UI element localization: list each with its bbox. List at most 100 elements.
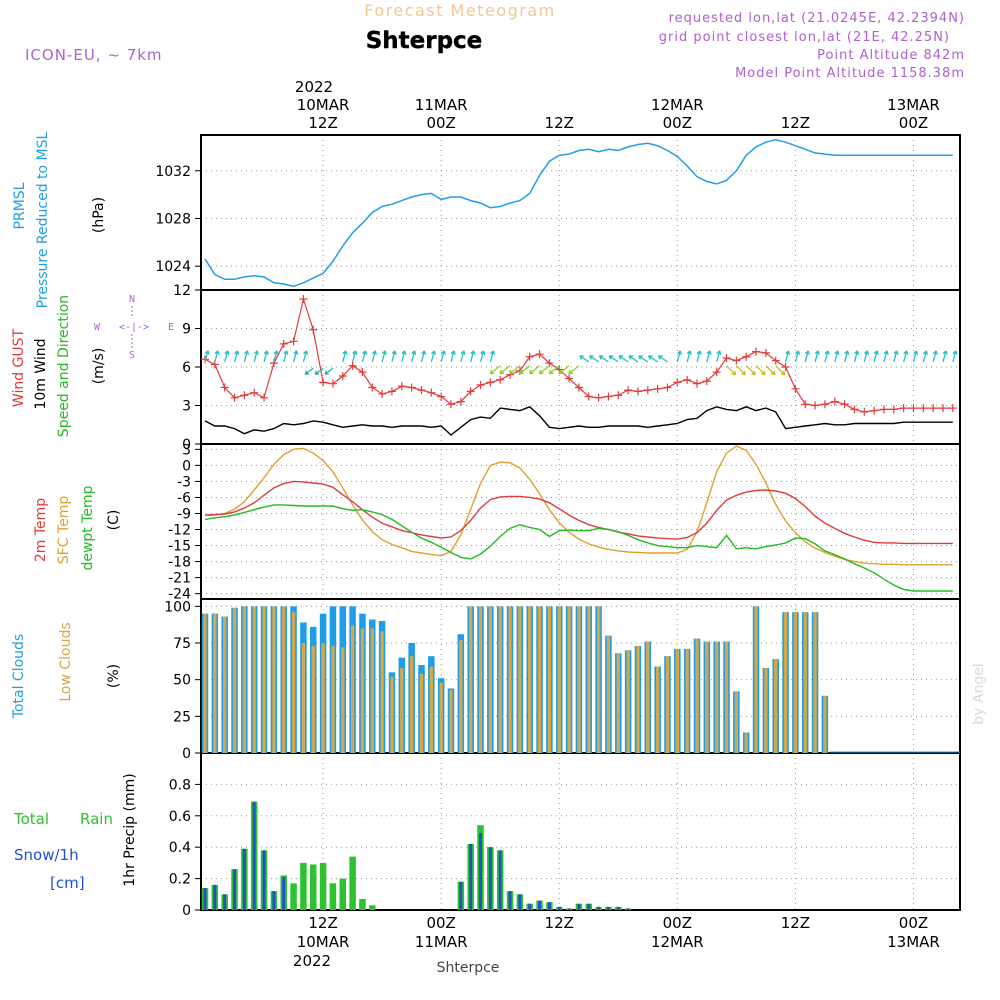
gust-marker (201, 355, 209, 364)
wind-arrow (863, 350, 868, 363)
svg-text:W: W (94, 322, 101, 333)
snow-bar (597, 906, 601, 910)
wind-arrowhead (628, 355, 633, 360)
snow-bar (223, 894, 227, 910)
gust-marker (476, 380, 485, 389)
cloud-unit: (%) (106, 664, 122, 688)
gust-marker (447, 400, 455, 409)
top-hour-label: 00Z (663, 114, 692, 132)
snow-bar (498, 850, 502, 910)
wind-arrowhead (381, 350, 387, 355)
low-cloud-bar (734, 691, 739, 753)
wind-arrow (814, 350, 819, 363)
panel3-labels: 2m Temp SFC Temp dewpt Temp (C) (33, 485, 122, 570)
wind-arrowhead (922, 350, 929, 355)
wind-arrow (599, 355, 609, 363)
low-cloud-bar (724, 641, 729, 753)
gust-marker (840, 400, 849, 409)
wind-arrow (304, 367, 314, 375)
t2m-line (204, 480, 953, 545)
low-cloud-bar (547, 606, 552, 753)
gust-marker (456, 397, 465, 406)
low-cloud-bar (508, 606, 512, 753)
snow-bar (252, 801, 256, 910)
snow-bar (626, 908, 630, 910)
gust-marker (919, 404, 928, 413)
wind-arrow (883, 350, 888, 363)
wind-arrowhead (598, 355, 604, 360)
wind-arrow (843, 350, 849, 363)
snow-bar (242, 848, 246, 910)
wind-arrow (618, 355, 629, 363)
wind-arrow (314, 367, 324, 375)
gust-marker (781, 363, 790, 371)
wind-arrowhead (391, 350, 397, 355)
pressure-unit: (hPa) (91, 197, 107, 233)
bottom-year-label: 2022 (293, 952, 331, 970)
wind-arrow (912, 350, 918, 363)
low-cloud-bar (321, 643, 325, 753)
bottom-hour-label: 00Z (663, 914, 692, 932)
wind-arrowhead (942, 350, 948, 355)
low-cloud-bar (596, 606, 601, 753)
y-tick-label: 0 (182, 437, 191, 453)
gust-marker (279, 339, 288, 348)
wind-arrow (351, 350, 357, 363)
wind-arrowhead (430, 350, 437, 355)
gust-marker (407, 383, 416, 392)
compass-icon: N S W E <-|-> (94, 294, 174, 361)
wind-arrowhead (490, 350, 496, 355)
wind-arrowhead (618, 355, 624, 360)
wind-arrowhead (716, 350, 722, 355)
low-cloud-bar (783, 612, 788, 753)
low-cloud-bar (272, 606, 276, 753)
low-cloud-bar (252, 606, 256, 753)
wind-arrowhead (470, 350, 476, 355)
gust-marker (565, 374, 574, 383)
y-tick-label: 0 (182, 746, 191, 762)
gust-marker (594, 393, 603, 402)
total-label: Total (13, 810, 49, 828)
low-cloud-bar (459, 640, 463, 753)
gust-marker (693, 379, 701, 388)
bottom-hour-label: 00Z (426, 914, 455, 932)
low-cloud-bar (390, 676, 394, 753)
low-cloud-bar (626, 650, 630, 753)
y-tick-label: 1028 (155, 211, 191, 227)
gust-marker (899, 404, 908, 413)
wind-arrow (538, 365, 550, 375)
wind-arrow (952, 350, 957, 363)
low-cloud-bar (655, 666, 660, 753)
wind-arrow (401, 350, 406, 363)
y-tick-label: -6 (177, 490, 191, 506)
gust-marker (643, 386, 652, 395)
y-tick-label: -15 (168, 539, 191, 555)
wind-arrow (726, 365, 736, 376)
snow-bar (557, 906, 561, 910)
wind-arrow (263, 350, 268, 363)
t2m-label: 2m Temp (33, 498, 49, 562)
snow-bar (469, 844, 473, 910)
pressure-label: Pressure Reduced to MSL (35, 131, 51, 308)
wind-arrowhead (804, 350, 810, 355)
low-cloud-bar (498, 606, 502, 753)
gust-marker (801, 400, 810, 409)
wind-arrowhead (362, 350, 368, 355)
y-tick-label: 75 (173, 636, 191, 652)
wind-arrow (324, 367, 334, 375)
top-date-label: 11MAR (415, 96, 468, 114)
bottom-hour-label: 12Z (781, 914, 810, 932)
wind-arrowhead (648, 355, 653, 360)
rain-bar (300, 862, 307, 910)
gust-marker (722, 354, 731, 363)
gust-marker (879, 405, 888, 414)
gust-marker (663, 383, 672, 392)
rain-bar (369, 905, 376, 910)
panel-frame (200, 134, 961, 291)
wind-arrow (804, 350, 809, 363)
rain-bar (329, 883, 337, 910)
wind-arrow (608, 355, 619, 363)
rain-label: Rain (80, 810, 113, 828)
